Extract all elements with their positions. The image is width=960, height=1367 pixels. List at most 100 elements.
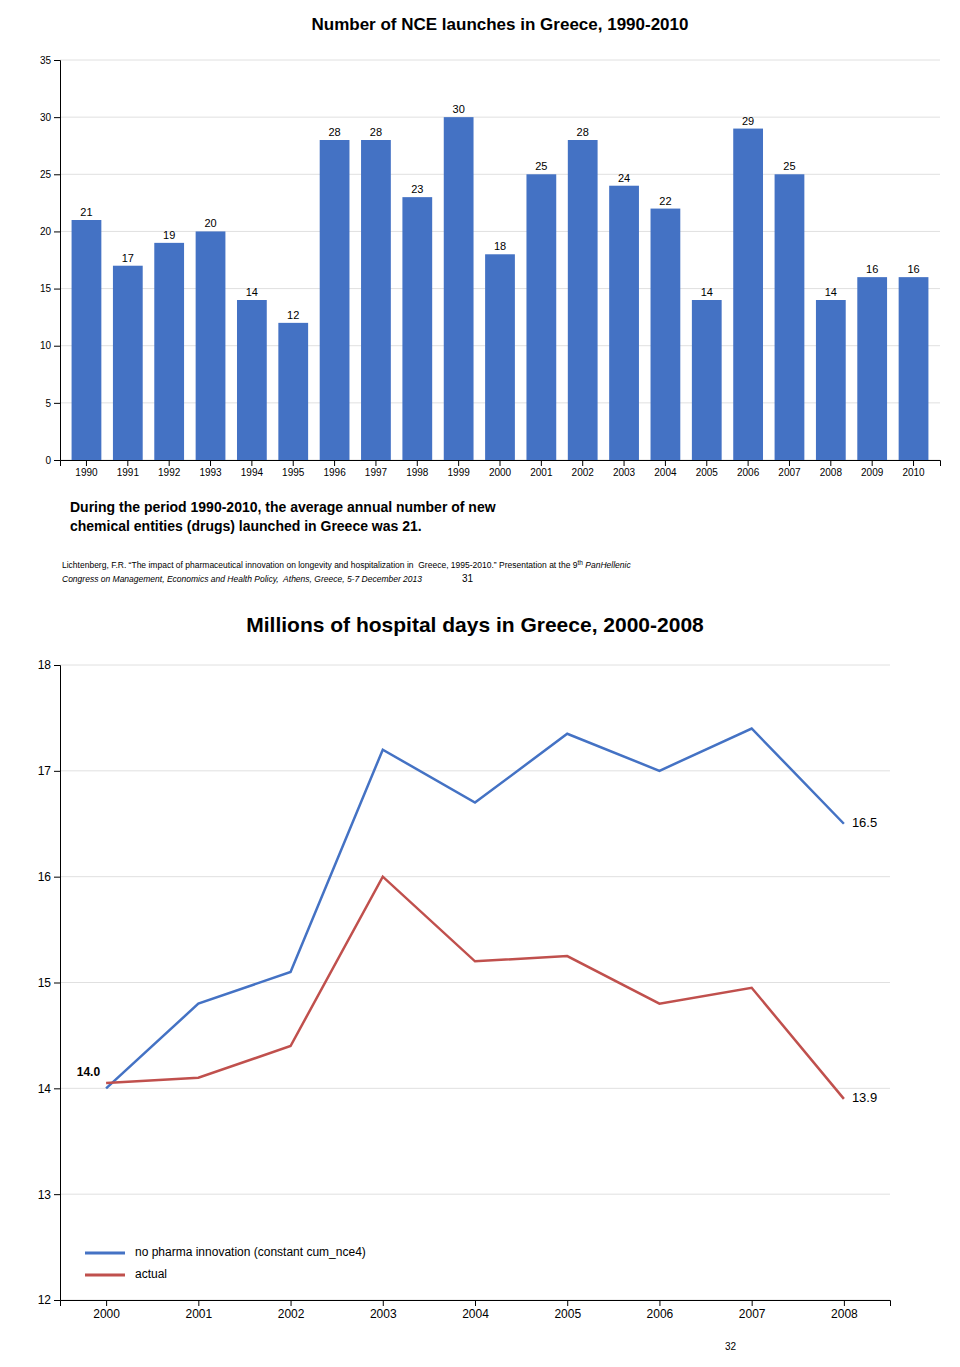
y-tick-label: 16: [38, 870, 52, 884]
x-tick-label: 1991: [117, 467, 140, 478]
x-tick-label: 1998: [406, 467, 429, 478]
x-axis: 200020012002200320042005200620072008: [61, 1300, 891, 1321]
data-label: 28: [328, 126, 340, 138]
grid-line: [60, 876, 890, 877]
y-tick-label: 15: [38, 976, 52, 990]
x-tick-mark: [830, 460, 831, 466]
x-tick-label: 2008: [820, 467, 843, 478]
y-tick: 17: [38, 764, 60, 778]
x-tick-mark: [913, 460, 914, 466]
bar: [361, 140, 391, 460]
data-label: 20: [204, 217, 216, 229]
grid-line: [60, 665, 890, 666]
x-axis: 1990199119921993199419951996199719981999…: [61, 460, 941, 478]
x-tick: 1998: [406, 460, 429, 478]
legend: no pharma innovation (constant cum_nce4)…: [85, 1245, 366, 1281]
grid: [60, 60, 940, 460]
x-tick: 2008: [820, 460, 843, 478]
y-tick-mark: [54, 346, 60, 347]
y-tick: 10: [40, 340, 60, 351]
x-tick-mark: [872, 460, 873, 466]
y-tick-label: 10: [40, 340, 52, 351]
x-tick-mark: [541, 460, 542, 466]
page: Number of NCE launches in Greece, 1990-2…: [0, 0, 960, 1367]
x-tick-label: 2010: [902, 467, 925, 478]
x-tick-mark: [458, 460, 459, 466]
y-tick-mark: [54, 289, 60, 290]
data-labels: 2117192014122828233018252824221429251416…: [80, 103, 919, 321]
page-number: 31: [462, 573, 474, 584]
footnote: Lichtenberg, F.R. “The impact of pharmac…: [62, 559, 631, 570]
x-tick-mark: [334, 460, 335, 466]
chart-title: Millions of hospital days in Greece, 200…: [246, 613, 704, 636]
y-tick-mark: [54, 877, 60, 878]
x-tick-mark: [383, 1300, 384, 1306]
x-tick-label: 1990: [75, 467, 98, 478]
footnote: Congress on Management, Economics and He…: [62, 574, 422, 584]
y-tick: 25: [40, 169, 60, 180]
y-tick-mark: [54, 174, 60, 175]
y-tick-label: 12: [38, 1293, 52, 1307]
x-tick-label: 2000: [489, 467, 512, 478]
chart-2: Millions of hospital days in Greece, 200…: [38, 613, 891, 1352]
x-tick-label: 1993: [199, 467, 222, 478]
x-tick-label: 2009: [861, 467, 884, 478]
x-tick: 2007: [778, 460, 801, 478]
data-label: 24: [618, 172, 630, 184]
x-tick: 2005: [696, 460, 719, 478]
x-tick-label: 2004: [462, 1307, 489, 1321]
y-tick-mark: [54, 1088, 60, 1089]
grid-line: [60, 770, 890, 771]
line: [106, 729, 844, 1089]
x-tick-mark: [106, 1300, 107, 1306]
x-tick-mark: [417, 460, 418, 466]
x-tick: 1997: [365, 460, 388, 478]
bar: [320, 140, 350, 460]
x-tick-label: 1999: [448, 467, 471, 478]
grid-line: [60, 1088, 890, 1089]
x-tick: 2002: [278, 1300, 305, 1321]
x-tick-mark: [86, 460, 87, 466]
start-label: 14.0: [77, 1065, 101, 1079]
y-tick: 30: [40, 112, 60, 123]
y-tick-mark: [54, 60, 60, 61]
y-tick-label: 35: [40, 55, 52, 66]
y-tick: 35: [40, 55, 60, 66]
x-tick-label: 2002: [278, 1307, 305, 1321]
x-tick-label: 2001: [185, 1307, 212, 1321]
bar: [444, 117, 474, 460]
x-tick-mark: [127, 460, 128, 466]
y-axis-line: [54, 61, 61, 461]
x-tick-label: 2002: [572, 467, 595, 478]
data-label: 25: [535, 160, 547, 172]
grid-line: [60, 1194, 890, 1195]
y-tick-label: 15: [40, 283, 52, 294]
y-axis: 05101520253035: [40, 55, 61, 466]
grid-line: [60, 982, 890, 983]
data-label: 28: [370, 126, 382, 138]
x-tick: 1996: [323, 460, 346, 478]
x-tick-mark: [567, 1300, 568, 1306]
y-tick-label: 17: [38, 764, 52, 778]
x-tick-mark: [375, 460, 376, 466]
x-tick-label: 2007: [778, 467, 801, 478]
data-label: 17: [122, 252, 134, 264]
grid-line: [60, 174, 940, 175]
data-label: 19: [163, 229, 175, 241]
x-tick: 2009: [861, 460, 884, 478]
x-tick: 2008: [831, 1300, 858, 1321]
y-tick-label: 14: [38, 1082, 52, 1096]
x-tick-label: 2003: [613, 467, 636, 478]
x-tick-label: 1996: [323, 467, 346, 478]
x-tick: 1991: [117, 460, 140, 478]
footnote-text: Lichtenberg, F.R. “The impact of pharmac…: [62, 560, 578, 570]
x-tick-label: 2004: [654, 467, 677, 478]
x-tick: 2006: [647, 1300, 674, 1321]
y-tick-mark: [54, 117, 60, 118]
y-tick: 20: [40, 226, 60, 237]
x-tick-mark: [844, 1300, 845, 1306]
y-axis-line: [54, 666, 61, 1301]
bar: [733, 129, 763, 460]
data-label: 16: [866, 263, 878, 275]
x-tick-mark: [169, 460, 170, 466]
